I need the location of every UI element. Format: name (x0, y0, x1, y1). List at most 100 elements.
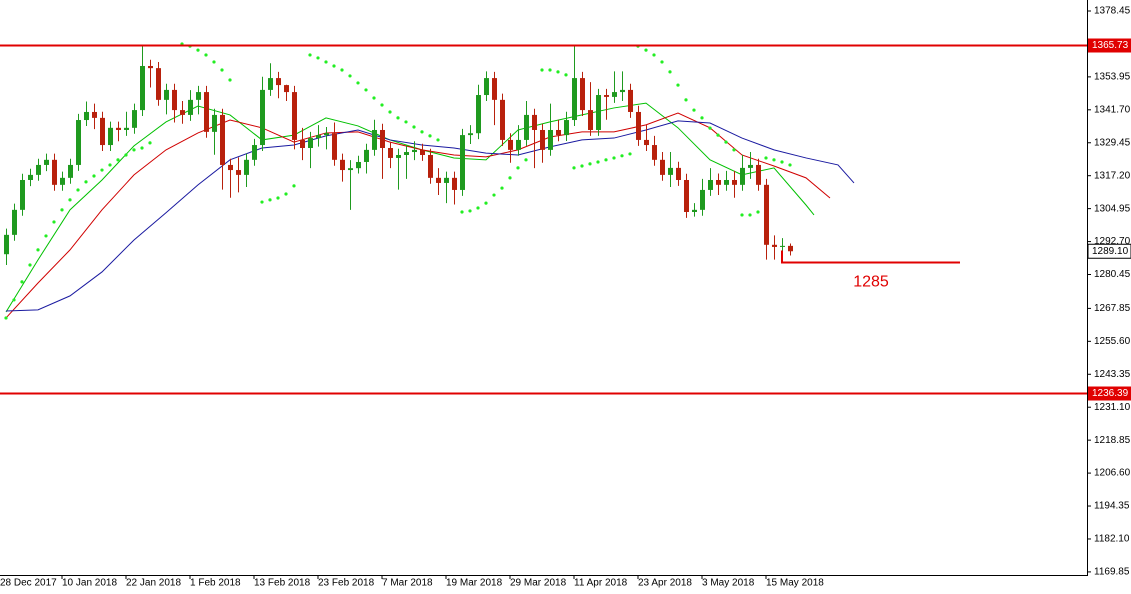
x-tick-label: 28 Dec 2017 (0, 578, 57, 589)
candle-body (620, 89, 625, 93)
candle-body (268, 78, 273, 90)
sar-dot (764, 156, 768, 160)
candle-body (292, 92, 297, 140)
candle-body (692, 209, 697, 212)
sar-dot (260, 200, 264, 204)
sar-dot (420, 130, 424, 134)
candle-body (788, 245, 793, 252)
candle-body (700, 189, 705, 210)
sar-dot (588, 162, 592, 166)
candle-body (244, 159, 249, 175)
sar-dot (4, 316, 8, 320)
candle-body (412, 149, 417, 153)
candle-body (660, 159, 665, 175)
sar-dot (740, 213, 744, 217)
level-tag (1088, 386, 1131, 401)
candle-body (500, 99, 505, 140)
sar-dot (668, 70, 672, 74)
x-tick-label: 29 Mar 2018 (510, 578, 567, 589)
sar-dot (620, 154, 624, 158)
candle-body (84, 111, 89, 121)
sar-dot (60, 208, 64, 212)
price-tag (1087, 243, 1131, 259)
sar-dot (292, 184, 296, 188)
indicator-line (5, 120, 855, 312)
sar-dot (308, 53, 312, 57)
sar-dot (612, 156, 616, 160)
sar-dot (708, 126, 712, 130)
candle-body (532, 114, 537, 130)
sar-dot (28, 263, 32, 267)
sar-dot (212, 60, 216, 64)
candle-body (4, 234, 9, 255)
sar-dot (572, 166, 576, 170)
sar-dot (276, 196, 280, 200)
candle-body (20, 179, 25, 210)
y-tick-label: 1329.45 (1094, 137, 1131, 148)
y-tick-label: 1169.85 (1094, 567, 1130, 578)
candle-body (60, 177, 65, 185)
candle-body (580, 78, 585, 111)
sar-dot (100, 168, 104, 172)
candle-body (676, 167, 681, 180)
candle-body (188, 99, 193, 115)
target-label: 1285 (853, 274, 889, 291)
sar-dot (380, 103, 384, 107)
sar-dot (68, 198, 72, 202)
sar-dot (604, 158, 608, 162)
sar-dot (388, 110, 392, 114)
candle-body (220, 114, 225, 165)
sar-dot (44, 234, 48, 238)
candle-body (132, 110, 137, 128)
candle-body (452, 177, 457, 190)
candle-body (356, 161, 361, 169)
candle-body (492, 78, 497, 100)
sar-dot (132, 148, 136, 152)
candle-body (404, 152, 409, 155)
candle-body (372, 129, 377, 150)
candle-body (740, 167, 745, 185)
candle-body (708, 179, 713, 190)
candle-body (204, 92, 209, 132)
candle-body (148, 65, 153, 69)
candle-body (340, 159, 345, 171)
sar-dot (340, 68, 344, 72)
sar-dot (196, 48, 200, 52)
sar-dot (476, 206, 480, 210)
candle-body (756, 164, 761, 185)
sar-dot (364, 88, 368, 92)
candle-body (548, 129, 553, 150)
candle-body (524, 114, 529, 140)
sar-dot (116, 158, 120, 162)
level-tag-label: 1365.73 (1092, 40, 1129, 51)
candle-body (564, 120, 569, 136)
x-tick-label: 3 May 2018 (702, 578, 755, 589)
candle-body (468, 133, 473, 136)
candle-body (636, 111, 641, 140)
candle-body (92, 111, 97, 118)
sar-dot (660, 60, 664, 64)
candle-body (436, 177, 441, 183)
x-tick-label: 23 Feb 2018 (318, 578, 375, 589)
candle-body (52, 159, 57, 185)
x-tick-label: 7 Mar 2018 (382, 578, 433, 589)
candle-body (260, 89, 265, 146)
candle-body (12, 209, 17, 235)
y-tick-label: 1341.70 (1094, 104, 1131, 115)
y-tick-label: 1317.20 (1094, 170, 1131, 181)
candle-body (588, 110, 593, 130)
sar-dot (644, 48, 648, 52)
y-tick-label: 1378.45 (1094, 6, 1131, 17)
sar-dot (692, 108, 696, 112)
candle-body (196, 92, 201, 100)
sar-dot (788, 163, 792, 167)
sar-dot (140, 146, 144, 150)
sar-dot (484, 201, 488, 205)
candle-body (124, 127, 129, 130)
sar-dot (524, 158, 528, 162)
sar-dot (220, 68, 224, 72)
candle-body (380, 129, 385, 148)
x-tick-label: 19 Mar 2018 (446, 578, 503, 589)
sar-dot (492, 193, 496, 197)
